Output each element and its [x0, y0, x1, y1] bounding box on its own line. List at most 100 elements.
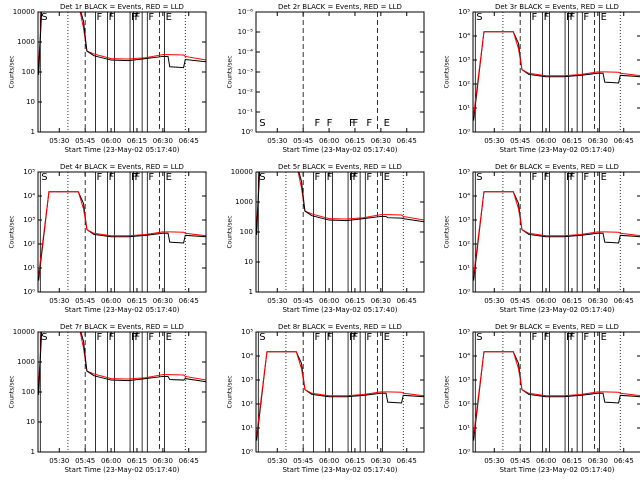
x-tick-label: 06:15	[345, 137, 365, 145]
event-label: F	[583, 12, 589, 23]
series-line	[256, 172, 424, 235]
y-axis-label: Counts/sec	[9, 55, 16, 88]
y-tick-label: 10000	[231, 168, 253, 176]
event-label: F	[109, 332, 115, 343]
x-axis-label: Start Time (23-May-02 05:17:40)	[282, 466, 397, 474]
event-label: S	[259, 332, 265, 343]
y-tick-label: 1000	[235, 198, 253, 206]
y-tick-label: 10⁴	[458, 352, 470, 360]
panel: Det 6r BLACK = Events, RED = LLD Counts/s…	[444, 163, 640, 314]
x-tick-label: 06:45	[614, 457, 634, 465]
x-tick-label: 05:30	[49, 297, 69, 305]
panel: Det 9r BLACK = Events, RED = LLD Counts/s…	[444, 323, 640, 474]
event-label: F	[353, 332, 359, 343]
x-tick-label: 05:30	[484, 457, 504, 465]
event-label: F	[148, 172, 154, 183]
x-tick-label: 06:15	[562, 137, 582, 145]
event-label: F	[327, 118, 333, 129]
x-tick-label: 05:45	[293, 457, 313, 465]
event-label: F	[349, 332, 355, 343]
y-tick-label: 10⁵	[458, 328, 470, 336]
x-tick-label: 06:30	[588, 137, 608, 145]
event-label: F	[570, 172, 576, 183]
y-tick-label: 10⁰	[458, 448, 470, 456]
chart-title: Det 4r BLACK = Events, RED = LLD	[60, 163, 184, 171]
x-tick-label: 05:45	[510, 297, 530, 305]
y-tick-label: 10⁵	[23, 168, 35, 176]
chart-title: Det 7r BLACK = Events, RED = LLD	[60, 323, 184, 331]
y-axis-label: Counts/sec	[227, 55, 234, 88]
plot-frame	[37, 11, 207, 133]
event-label: F	[131, 172, 137, 183]
y-tick-label: 100	[240, 228, 253, 236]
x-tick-label: 06:00	[101, 297, 121, 305]
event-label: F	[532, 12, 538, 23]
y-tick-label: 10¹	[458, 264, 470, 272]
y-tick-label: 10⁵	[458, 8, 470, 16]
plot-frame	[255, 331, 425, 453]
event-label: F	[583, 172, 589, 183]
y-tick-label: 10³	[458, 216, 470, 224]
y-tick-label: 10²	[23, 240, 35, 248]
y-tick-label: 10²	[458, 240, 470, 248]
event-label: F	[566, 332, 572, 343]
x-tick-label: 06:45	[614, 137, 634, 145]
x-tick-label: 05:45	[75, 457, 95, 465]
event-label: F	[570, 332, 576, 343]
chart-title: Det 2r BLACK = Events, RED = LLD	[278, 3, 402, 11]
y-tick-label: 10²	[241, 400, 253, 408]
y-axis-label: Counts/sec	[227, 375, 234, 408]
x-tick-label: 05:45	[510, 457, 530, 465]
x-tick-label: 06:45	[614, 297, 634, 305]
event-label: F	[131, 332, 137, 343]
y-tick-label: 10³	[458, 56, 470, 64]
event-label: S	[41, 172, 47, 183]
series-line	[256, 172, 424, 227]
series-line	[473, 351, 640, 436]
x-tick-label: 06:15	[345, 297, 365, 305]
event-label: E	[166, 332, 172, 343]
x-tick-label: 06:15	[127, 297, 147, 305]
y-tick-label: 10⁴	[23, 192, 35, 200]
series-line	[38, 12, 206, 67]
event-label: E	[166, 172, 172, 183]
x-axis-label: Start Time (23-May-02 05:17:40)	[64, 466, 179, 474]
x-tick-label: 05:30	[484, 297, 504, 305]
x-tick-label: 05:45	[293, 137, 313, 145]
y-tick-label: 1	[31, 448, 35, 456]
y-tick-label: 10²	[458, 80, 470, 88]
event-label: E	[384, 172, 390, 183]
x-tick-label: 06:45	[397, 457, 417, 465]
event-label: F	[532, 172, 538, 183]
event-label: S	[476, 172, 482, 183]
plot-frame	[37, 331, 207, 453]
x-tick-label: 06:30	[371, 137, 391, 145]
y-tick-label: 10000	[13, 328, 35, 336]
y-tick-label: 10⁻⁵	[238, 28, 254, 36]
event-label: F	[97, 172, 103, 183]
y-tick-label: 10¹	[241, 424, 253, 432]
x-tick-label: 06:15	[345, 457, 365, 465]
plot-frame	[255, 11, 425, 133]
panel: Det 4r BLACK = Events, RED = LLD Counts/s…	[9, 163, 207, 314]
event-label: F	[544, 172, 550, 183]
y-tick-label: 10⁰	[458, 128, 470, 136]
event-label: E	[384, 118, 390, 129]
x-axis-label: Start Time (23-May-02 05:17:40)	[499, 466, 614, 474]
panel: Det 5r BLACK = Events, RED = LLD Counts/s…	[227, 163, 425, 314]
x-tick-label: 06:00	[319, 137, 339, 145]
event-label: F	[148, 332, 154, 343]
x-axis-label: Start Time (23-May-02 05:17:40)	[282, 306, 397, 314]
panel: Det 3r BLACK = Events, RED = LLD Counts/s…	[444, 3, 640, 154]
y-tick-label: 10⁴	[458, 32, 470, 40]
event-label: F	[327, 172, 333, 183]
x-axis-label: Start Time (23-May-02 05:17:40)	[64, 306, 179, 314]
y-tick-label: 1	[31, 128, 35, 136]
x-tick-label: 05:45	[293, 297, 313, 305]
event-label: F	[566, 172, 572, 183]
event-label: F	[109, 12, 115, 23]
event-label: F	[148, 12, 154, 23]
event-label: F	[109, 172, 115, 183]
x-tick-label: 06:30	[153, 137, 173, 145]
x-tick-label: 06:45	[179, 137, 199, 145]
